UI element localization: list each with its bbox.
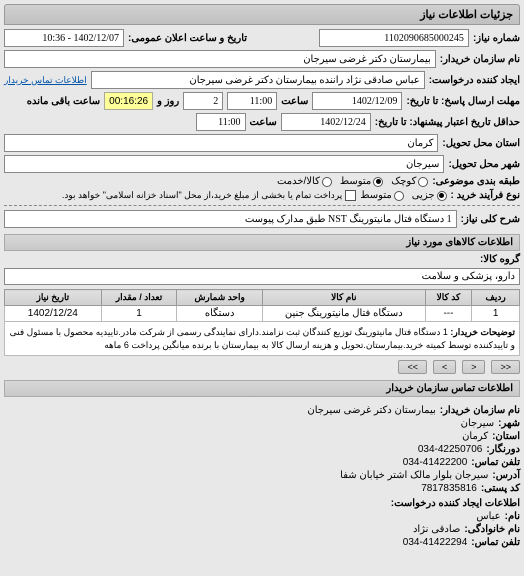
city-field: سیرجان <box>4 155 444 173</box>
valid-date-field: 1402/12/24 <box>281 113 371 131</box>
req-number-field: 1102090685000245 <box>319 29 469 47</box>
creator-field: عباس صادقی نژاد راننده بیمارستان دکتر غر… <box>91 71 425 89</box>
budget-opt-large: کالا/خدمت <box>277 176 320 187</box>
budget-opt-medium: متوسط <box>340 176 371 187</box>
process-opt-small: جزیی <box>412 190 435 201</box>
c-fax-lbl: دورنگار: <box>486 444 520 455</box>
radio-icon <box>394 191 404 201</box>
remaining-time: 00:16:26 <box>104 92 153 110</box>
c-tel: 034-41422294 <box>403 537 468 548</box>
process-label: نوع فرآیند خرید : <box>451 190 520 201</box>
valid-time-field: 11:00 <box>196 113 246 131</box>
c-tel-lbl: تلفن تماس: <box>471 537 520 548</box>
c-city-lbl: شهر: <box>498 418 520 429</box>
cell-unit: دستگاه <box>177 306 263 322</box>
radio-icon-checked <box>437 191 447 201</box>
ann-date-label: تاریخ و ساعت اعلان عمومی: <box>128 33 247 44</box>
budget-label: طبقه بندی موضوعی: <box>432 176 520 187</box>
table-desc-row: توضیحات خریدار: 1 دستگاه فتال مانیتورینگ… <box>5 322 520 356</box>
ann-date-field: 1402/12/07 - 10:36 <box>4 29 124 47</box>
th-code: کد کالا <box>425 290 472 306</box>
resp-time-field: 11:00 <box>227 92 277 110</box>
c-org: بیمارستان دکتر غرضی سیرجان <box>307 405 435 416</box>
th-date: تاریخ نیاز <box>5 290 102 306</box>
c-address: سیرجان بلوار مالک اشتر خیابان شفا <box>340 470 488 481</box>
c-family-lbl: نام خانوادگی: <box>464 524 520 535</box>
valid-time-label: ساعت <box>250 117 277 128</box>
resp-deadline-label: مهلت ارسال پاسخ: تا تاریخ: <box>406 96 520 107</box>
city-label: شهر محل تحویل: <box>448 159 520 170</box>
c-postal: 7817835816 <box>421 483 477 494</box>
budget-radio-large[interactable]: کالا/خدمت <box>277 176 332 187</box>
pager-next[interactable]: > <box>433 360 456 374</box>
radio-icon-checked <box>373 177 383 187</box>
th-unit: واحد شمارش <box>177 290 263 306</box>
c-name: عباس <box>476 511 500 522</box>
days-field: 2 <box>183 92 223 110</box>
cell-idx: 1 <box>472 306 520 322</box>
cell-name: دستگاه فتال مانیتورینگ جنین <box>263 306 426 322</box>
pager-last[interactable]: >> <box>398 360 427 374</box>
group-label: گروه کالا: <box>480 254 520 265</box>
c-address-lbl: آدرس: <box>492 470 520 481</box>
cell-code: --- <box>425 306 472 322</box>
process-opt-medium: متوسط <box>360 190 391 201</box>
budget-radio-small[interactable]: کوچک <box>391 176 428 187</box>
th-name: نام کالا <box>263 290 426 306</box>
budget-opt-small: کوچک <box>391 176 416 187</box>
req-number-label: شماره نیاز: <box>473 33 520 44</box>
budget-radio-medium[interactable]: متوسط <box>340 176 383 187</box>
process-radio-medium[interactable]: متوسط <box>360 190 403 201</box>
items-table: ردیف کد کالا نام کالا واحد شمارش تعداد /… <box>4 289 520 356</box>
resp-time-label: ساعت <box>281 96 308 107</box>
desc-label: شرح کلی نیاز: <box>461 214 520 225</box>
c-org-lbl: نام سازمان خریدار: <box>440 405 520 416</box>
radio-icon <box>322 177 332 187</box>
process-radio-small[interactable]: جزیی <box>412 190 447 201</box>
c-province: کرمان <box>462 431 488 442</box>
row-desc-text: 1 دستگاه فتال مانیتورینگ توزیع کنندگان ث… <box>10 327 515 350</box>
group-field: دارو، پزشکی و سلامت <box>4 268 520 285</box>
buyer-field: بیمارستان دکتر غرضی سیرجان <box>4 50 436 68</box>
remaining-label: ساعت باقی مانده <box>27 96 100 107</box>
province-field: کرمان <box>4 134 438 152</box>
table-row[interactable]: 1 --- دستگاه فتال مانیتورینگ جنین دستگاه… <box>5 306 520 322</box>
buyer-label: نام سازمان خریدار: <box>440 54 520 65</box>
th-qty: تعداد / مقدار <box>101 290 177 306</box>
c-city: سیرجان <box>461 418 495 429</box>
th-row: ردیف <box>472 290 520 306</box>
c-creator-header: اطلاعات ایجاد کننده درخواست: <box>391 498 520 509</box>
pager-first[interactable]: << <box>491 360 520 374</box>
pager-prev[interactable]: < <box>462 360 485 374</box>
c-province-lbl: استان: <box>492 431 520 442</box>
c-phone: 034-41422200 <box>403 457 468 468</box>
cell-date: 1402/12/24 <box>5 306 102 322</box>
c-phone-lbl: تلفن تماس: <box>471 457 520 468</box>
c-name-lbl: نام: <box>505 511 520 522</box>
items-header: اطلاعات کالاهای مورد نیاز <box>4 234 520 251</box>
row-desc-label: توضیحات خریدار: <box>450 327 515 337</box>
radio-icon <box>418 177 428 187</box>
payment-note: پرداخت تمام یا بخشی از مبلغ خرید،از محل … <box>62 190 342 201</box>
c-fax: 034-42250706 <box>418 444 483 455</box>
cell-qty: 1 <box>101 306 177 322</box>
valid-until-label: حداقل تاریخ اعتبار پیشنهاد: تا تاریخ: <box>375 117 520 128</box>
province-label: استان محل تحویل: <box>442 138 520 149</box>
desc-field: 1 دستگاه فتال مانیتورینگ NST طبق مدارک پ… <box>4 210 457 228</box>
days-label: روز و <box>157 96 179 107</box>
resp-date-field: 1402/12/09 <box>312 92 402 110</box>
buyer-contact-link[interactable]: اطلاعات تماس خریدار <box>4 75 87 86</box>
c-postal-lbl: کد پستی: <box>481 483 520 494</box>
payment-checkbox[interactable] <box>345 190 356 201</box>
contact-header: اطلاعات تماس سازمان خریدار <box>4 380 520 397</box>
window-title: جزئیات اطلاعات نیاز <box>4 4 520 25</box>
c-family: صادقی نژاد <box>413 524 460 535</box>
creator-label: ایجاد کننده درخواست: <box>429 75 520 86</box>
